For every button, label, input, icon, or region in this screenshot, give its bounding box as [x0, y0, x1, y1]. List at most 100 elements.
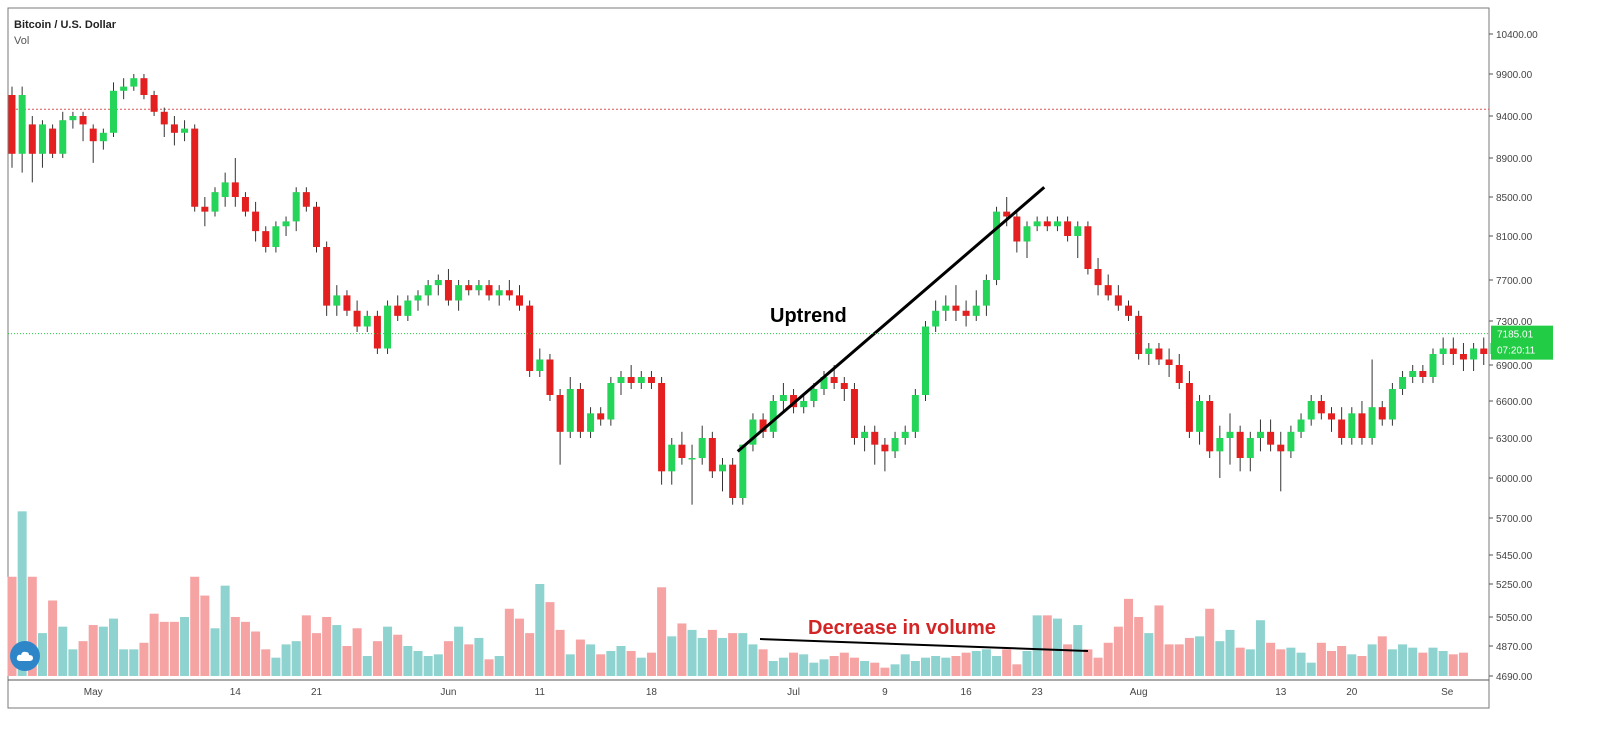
price-tick-label: 4870.00	[1496, 642, 1533, 653]
volume-bar	[768, 661, 778, 676]
volume-bar	[1164, 644, 1174, 676]
volume-bar	[1347, 654, 1357, 676]
candle-body	[932, 310, 940, 327]
volume-bar	[1002, 649, 1012, 676]
last-price-label: 7185.01	[1497, 330, 1534, 341]
candle-body	[861, 431, 869, 438]
candle-body	[1033, 221, 1041, 227]
candle-body	[840, 383, 848, 389]
volume-bar	[646, 652, 656, 676]
candle-body	[901, 431, 909, 438]
candle-body	[1399, 377, 1407, 389]
volume-bar	[1418, 652, 1428, 676]
candle-body	[536, 359, 544, 371]
volume-bar	[1052, 618, 1062, 676]
volume-bar	[7, 576, 17, 676]
candle-body	[516, 295, 523, 306]
candle-body	[526, 305, 534, 371]
cloud-icon[interactable]	[10, 641, 40, 671]
candle-body	[1328, 413, 1335, 420]
price-tick-label: 5450.00	[1496, 551, 1533, 562]
volume-bar	[271, 657, 281, 676]
volume-bar	[860, 661, 870, 676]
volume-bar	[251, 631, 261, 676]
candle-body	[1297, 419, 1305, 432]
candle-body	[1104, 285, 1112, 296]
candle-body	[282, 221, 290, 227]
price-tick-label: 9400.00	[1496, 112, 1533, 123]
candle-body	[1216, 438, 1224, 452]
candle-body	[982, 280, 990, 306]
candle-body	[891, 438, 899, 452]
candle-body	[1074, 226, 1082, 236]
time-tick-label: Jun	[440, 687, 456, 698]
volume-bar	[129, 649, 139, 676]
time-tick-label: May	[84, 687, 103, 698]
volume-bar	[636, 657, 646, 676]
candle-body	[363, 315, 371, 327]
time-tick-label: 16	[961, 687, 973, 698]
volume-bar	[1286, 647, 1296, 676]
candle-body	[1429, 354, 1437, 377]
volume-bar	[535, 584, 545, 676]
volume-bar	[372, 641, 382, 676]
volume-bar	[312, 633, 321, 676]
volume-bar	[778, 657, 788, 676]
candle-body	[373, 315, 381, 349]
candle-body	[394, 305, 402, 316]
volume-bar	[1458, 652, 1468, 676]
time-tick-label: Se	[1441, 687, 1454, 698]
time-tick-label: 20	[1346, 687, 1358, 698]
candle-body	[556, 395, 564, 432]
volume-bar	[718, 637, 727, 676]
candle-body	[444, 280, 452, 301]
volume-bar	[1022, 651, 1032, 676]
candle-body	[800, 401, 808, 408]
candle-body	[110, 90, 117, 133]
candle-body	[922, 326, 929, 395]
volume-bar	[1448, 654, 1458, 676]
price-tick-label: 4690.00	[1496, 672, 1533, 683]
volume-bar	[1134, 617, 1144, 676]
candle-body	[455, 285, 463, 301]
time-tick-label: Aug	[1130, 687, 1148, 698]
candle-body	[962, 310, 970, 316]
volume-bar	[1113, 626, 1123, 676]
candle-body	[637, 377, 645, 383]
candle-body	[1459, 354, 1467, 360]
candle-body	[231, 182, 239, 197]
volume-bar	[1225, 629, 1235, 676]
volume-bar	[139, 642, 149, 676]
last-price-tag	[1491, 325, 1553, 360]
candle-body	[252, 211, 260, 232]
candle-body	[1135, 315, 1143, 354]
candle-body	[1023, 226, 1031, 242]
candle-body	[323, 247, 331, 306]
candle-body	[1317, 401, 1325, 414]
candle-body	[404, 300, 412, 316]
volume-bar	[1327, 651, 1336, 676]
volume-bar	[68, 649, 78, 676]
candle-body	[1236, 431, 1244, 458]
candle-body	[8, 95, 16, 154]
volume-bar	[403, 646, 413, 676]
volume-bar	[890, 664, 900, 676]
volume-bar	[657, 587, 667, 676]
volume-bar	[829, 656, 839, 676]
candle-body	[313, 206, 320, 247]
candle-body	[566, 389, 574, 432]
candle-body	[211, 192, 219, 212]
candle-body	[343, 295, 351, 311]
candle-body	[993, 211, 1001, 280]
candle-body	[708, 438, 716, 472]
volume-bar	[210, 628, 220, 676]
candle-body	[587, 413, 595, 432]
candle-body	[424, 285, 432, 296]
volume-bar	[697, 637, 707, 676]
price-tick-label: 9900.00	[1496, 70, 1533, 81]
volume-bar	[261, 649, 271, 676]
candle-body	[1145, 348, 1153, 354]
candle-body	[333, 295, 341, 306]
